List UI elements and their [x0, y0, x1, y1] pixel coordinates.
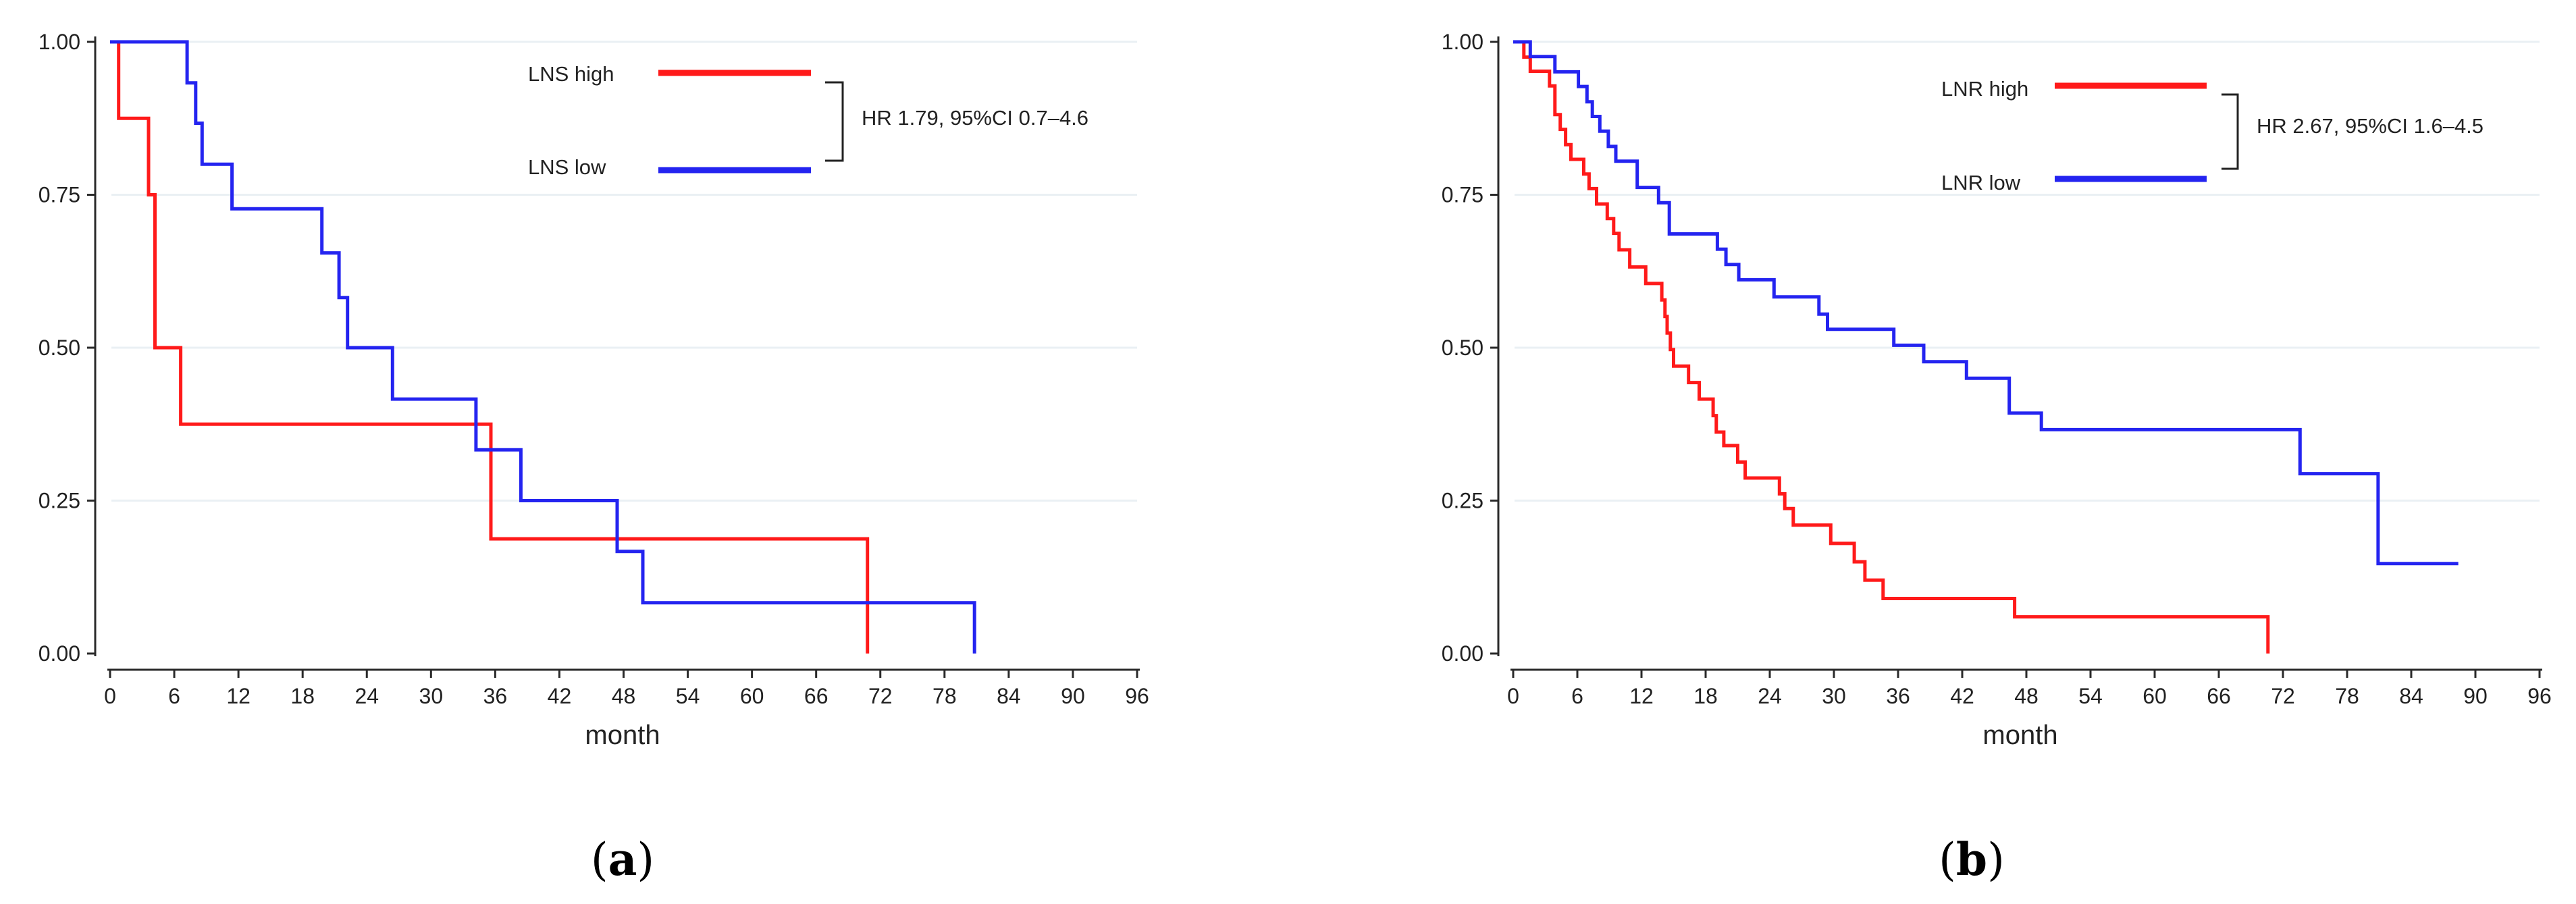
y-tick-label: 0.75: [1442, 183, 1483, 207]
y-tick-labels-a: 0.00 0.25 0.50 0.75 1.00: [38, 30, 80, 666]
legend-label-lnr-low: LNR low: [1941, 171, 2021, 194]
series-a: [110, 40, 976, 654]
x-tick-label: 78: [2335, 684, 2359, 708]
y-tick-labels-b: 0.00 0.25 0.50 0.75 1.00: [1442, 30, 1483, 666]
y-tick-label: 1.00: [38, 30, 80, 54]
x-tick-label: 36: [483, 684, 508, 708]
x-axis-label-a: month: [585, 720, 660, 750]
legend-label-lnr-high: LNR high: [1941, 77, 2028, 101]
x-tick-labels-a: 0 6 12 18 24 30 36 42 48 54 60 66 72 78 84 90 96: [104, 684, 1149, 708]
km-curve-lnr-low: [1513, 40, 2459, 566]
legend-a: LNS high LNS low HR 1.79, 95%CI 0.7–4.6: [528, 62, 1088, 179]
hazard-ratio-b: HR 2.67, 95%CI 1.6–4.5: [2257, 114, 2483, 138]
km-curve-lnr-high: [1513, 40, 2270, 654]
y-tick-label: 0.00: [1442, 641, 1483, 666]
axes-a: [87, 36, 1140, 678]
x-tick-label: 66: [804, 684, 829, 708]
panel-label-a: (a): [591, 833, 654, 886]
x-tick-label: 18: [290, 684, 315, 708]
x-tick-label: 30: [419, 684, 444, 708]
x-tick-label: 42: [1950, 684, 1974, 708]
x-tick-label: 84: [2399, 684, 2423, 708]
hazard-ratio-a: HR 1.79, 95%CI 0.7–4.6: [862, 106, 1088, 130]
x-tick-label: 30: [1822, 684, 1846, 708]
x-tick-label: 0: [1507, 684, 1519, 708]
legend-label-lns-low: LNS low: [528, 155, 606, 179]
legend-bracket-b: [2222, 93, 2239, 170]
x-tick-label: 48: [612, 684, 636, 708]
y-tick-label: 1.00: [1442, 30, 1483, 54]
x-tick-label: 12: [1629, 684, 1654, 708]
x-tick-label: 72: [868, 684, 893, 708]
x-tick-label: 36: [1886, 684, 1910, 708]
km-curve-lns-low: [110, 40, 976, 654]
y-tick-label: 0.50: [1442, 336, 1483, 360]
x-tick-label: 6: [168, 684, 180, 708]
x-tick-label: 42: [548, 684, 572, 708]
x-tick-label: 54: [676, 684, 700, 708]
axes-b: [1490, 36, 2542, 678]
x-tick-label: 54: [2078, 684, 2103, 708]
y-tick-label: 0.25: [1442, 489, 1483, 513]
legend-b: LNR high LNR low HR 2.67, 95%CI 1.6–4.5: [1941, 77, 2483, 194]
legend-bracket-a: [825, 81, 844, 162]
x-tick-label: 96: [2527, 684, 2552, 708]
km-chart-b: 0.00 0.25 0.50 0.75 1.00 0 6 12 18 24 30 36 42 48 54 6…: [1442, 30, 2552, 886]
x-tick-label: 60: [2143, 684, 2167, 708]
x-tick-label: 90: [2463, 684, 2488, 708]
x-tick-label: 90: [1061, 684, 1085, 708]
x-tick-label: 24: [354, 684, 379, 708]
x-tick-label: 96: [1125, 684, 1149, 708]
x-tick-label: 78: [932, 684, 957, 708]
y-tick-label: 0.50: [38, 336, 80, 360]
x-tick-label: 60: [740, 684, 764, 708]
x-tick-label: 48: [2014, 684, 2039, 708]
gridlines-b: [1515, 41, 2540, 502]
x-tick-labels-b: 0 6 12 18 24 30 36 42 48 54 60 66 72 78 84 90 96: [1507, 684, 2552, 708]
x-tick-label: 24: [1758, 684, 1782, 708]
y-tick-label: 0.00: [38, 641, 80, 666]
y-tick-label: 0.75: [38, 183, 80, 207]
gridlines-a: [111, 41, 1137, 502]
x-tick-label: 66: [2207, 684, 2231, 708]
legend-label-lns-high: LNS high: [528, 62, 614, 86]
km-chart-a: 0.00 0.25 0.50 0.75 1.00 0 6 12 18 24 30 36 42 48 54 6…: [38, 30, 1149, 886]
x-axis-label-b: month: [1982, 720, 2057, 750]
x-tick-label: 18: [1693, 684, 1718, 708]
x-tick-label: 84: [997, 684, 1021, 708]
panel-label-b: (b): [1939, 833, 2005, 886]
x-tick-label: 0: [104, 684, 116, 708]
km-curve-lns-high: [110, 40, 870, 654]
x-tick-label: 12: [226, 684, 251, 708]
series-b: [1513, 40, 2459, 654]
x-tick-label: 72: [2271, 684, 2295, 708]
y-tick-label: 0.25: [38, 489, 80, 513]
x-tick-label: 6: [1571, 684, 1583, 708]
